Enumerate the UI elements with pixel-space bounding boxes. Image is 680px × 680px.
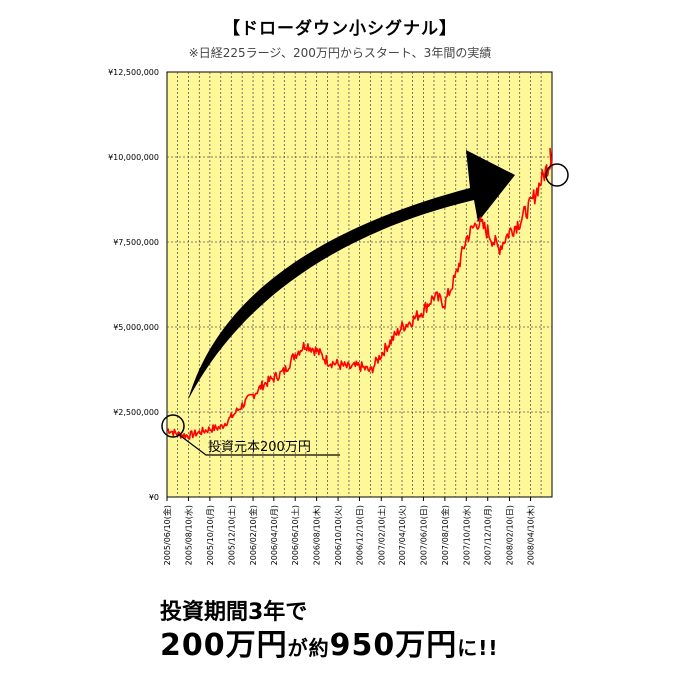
x-tick-label: 2008/02/10(日) — [505, 505, 514, 565]
x-tick-label: 2005/08/10(水) — [183, 505, 193, 565]
y-tick-label: ¥10,000,000 — [108, 153, 159, 162]
x-tick-label: 2006/06/10(土) — [290, 505, 300, 565]
annotation-label: 投資元本200万円 — [208, 439, 311, 455]
x-tick-label: 2005/06/10(金) — [162, 505, 172, 565]
headline-end-amount: 950万円 — [329, 628, 458, 663]
y-tick-label: ¥5,000,000 — [113, 323, 159, 332]
chart-subtitle: ※日経225ラージ、200万円からスタート、3年間の実績 — [188, 46, 492, 60]
headline-line2: 200万円が約950万円に!! — [160, 620, 499, 664]
x-tick-label: 2007/08/10(金) — [440, 505, 450, 565]
end-circle — [545, 163, 569, 187]
x-tick-label: 2006/02/10(金) — [248, 505, 258, 565]
trend-arrow — [188, 150, 515, 400]
annotation-leader — [177, 433, 340, 456]
start-circle — [161, 414, 185, 438]
x-tick-label: 2007/10/10(水) — [461, 505, 471, 565]
x-tick-label: 2007/02/10(土) — [376, 505, 386, 565]
x-tick-label: 2006/10/10(火) — [334, 505, 343, 565]
y-tick-label: ¥7,500,000 — [113, 238, 159, 247]
y-tick-label: ¥2,500,000 — [113, 408, 159, 417]
headline-line1: 投資期間3年で — [160, 600, 308, 625]
headline-connector: が約 — [287, 636, 330, 660]
x-tick-label: 2008/04/10(木) — [526, 505, 536, 565]
chart-title: 【ドローダウン小シグナル】 — [223, 19, 457, 39]
x-tick-label: 2005/12/10(土) — [226, 505, 236, 565]
series-line — [166, 147, 553, 440]
x-tick-label: 2006/08/10(木) — [312, 505, 322, 565]
y-tick-label: ¥12,500,000 — [108, 68, 159, 77]
y-tick-label: ¥0 — [149, 493, 159, 502]
headline-start-amount: 200万円 — [160, 628, 288, 663]
x-tick-label: 2006/12/10(日) — [356, 505, 365, 565]
x-tick-label: 2007/04/10(火) — [398, 505, 407, 565]
x-tick-label: 2005/10/10(月) — [206, 505, 215, 565]
x-tick-label: 2007/06/10(日) — [419, 505, 428, 565]
x-tick-label: 2006/04/10(月) — [270, 505, 279, 565]
x-tick-label: 2007/12/10(月) — [484, 505, 493, 565]
headline-ending: に!! — [457, 636, 499, 660]
